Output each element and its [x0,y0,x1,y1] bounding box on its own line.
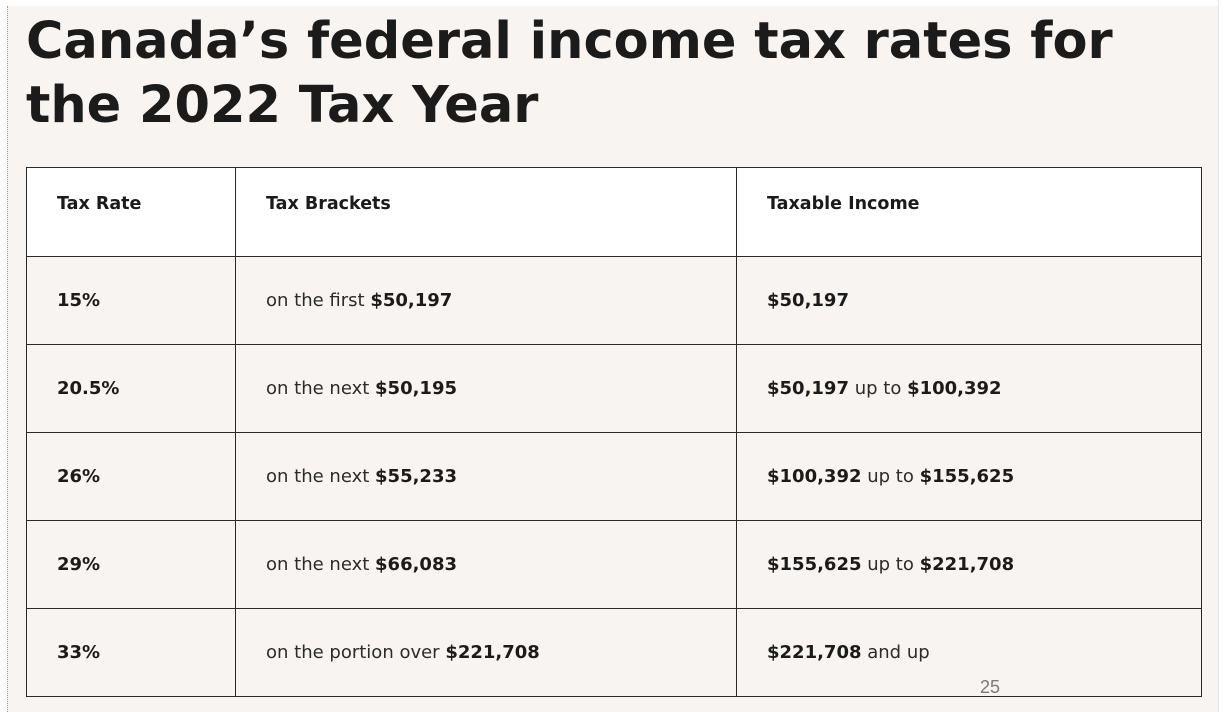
bracket-amount: $221,708 [445,642,540,663]
bracket-text: on the next [266,554,376,575]
page-number: 25 [980,677,1001,697]
table-header-row: Tax Rate Tax Brackets Taxable Income [26,167,1202,257]
table-row: 33% on the portion over $221,708 $221,70… [26,608,1202,697]
income-high: $155,625 [919,466,1015,487]
taxable-income-cell: $221,708 and up [736,608,1202,697]
bracket-text: on the portion over [266,642,446,663]
tax-rate-cell: 33% [26,608,236,697]
taxable-income-cell: $100,392 up to $155,625 [736,432,1202,521]
tax-rate-cell: 26% [26,432,236,521]
tax-rate-cell: 20.5% [26,344,236,433]
page-title: Canada’s federal income tax rates for th… [26,12,1113,135]
tax-bracket-cell: on the next $66,083 [235,520,737,609]
tax-bracket-cell: on the first $50,197 [235,256,737,345]
income-low: $155,625 [767,554,862,575]
taxable-income-cell: $155,625 up to $221,708 [736,520,1202,609]
table-row: 29% on the next $66,083 $155,625 up to $… [26,520,1202,609]
income-low: $221,708 [767,642,862,663]
header-tax-brackets: Tax Brackets [235,167,737,257]
income-low: $50,197 [767,290,849,311]
table-row: 26% on the next $55,233 $100,392 up to $… [26,432,1202,521]
income-low: $100,392 [767,466,862,487]
bracket-amount: $66,083 [375,554,457,575]
tax-rate-table: Tax Rate Tax Brackets Taxable Income 15%… [26,167,1202,697]
bracket-amount: $50,195 [375,378,457,399]
income-join: up to [861,554,920,575]
header-taxable-income: Taxable Income [736,167,1202,257]
bracket-text: on the next [266,378,376,399]
window-edge [1218,0,1228,712]
tax-bracket-cell: on the next $55,233 [235,432,737,521]
tax-rate-cell: 29% [26,520,236,609]
header-tax-rate: Tax Rate [26,167,236,257]
income-high: $100,392 [907,378,1002,399]
bracket-text: on the first [266,290,371,311]
taxable-income-cell: $50,197 up to $100,392 [736,344,1202,433]
tax-bracket-cell: on the next $50,195 [235,344,737,433]
income-high: $221,708 [919,554,1015,575]
bracket-text: on the next [266,466,376,487]
income-join: up to [861,466,920,487]
bracket-amount: $55,233 [375,466,457,487]
table-row: 20.5% on the next $50,195 $50,197 up to … [26,344,1202,433]
income-low: $50,197 [767,378,849,399]
tax-rate-cell: 15% [26,256,236,345]
income-join: and up [861,642,930,663]
table-row: 15% on the first $50,197 $50,197 [26,256,1202,345]
taxable-income-cell: $50,197 [736,256,1202,345]
tax-bracket-cell: on the portion over $221,708 [235,608,737,697]
income-join: up to [848,378,908,399]
bracket-amount: $50,197 [370,290,453,311]
